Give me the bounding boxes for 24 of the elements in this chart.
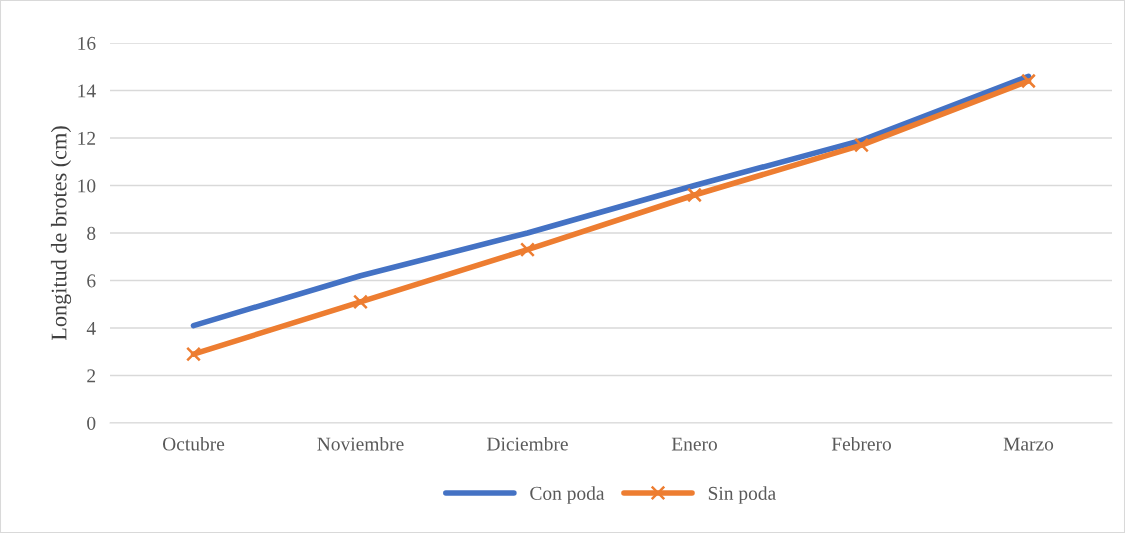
x-tick-label: Octubre <box>162 436 225 451</box>
y-tick-label: 6 <box>87 274 96 288</box>
y-tick-label: 12 <box>78 131 96 145</box>
y-axis-title: Longitud de brotes (cm) <box>50 126 72 341</box>
y-tick-label: 2 <box>87 369 96 383</box>
legend-label: Sin poda <box>708 486 776 504</box>
point <box>1021 73 1036 89</box>
x-tick-label: Diciembre <box>487 436 568 451</box>
x-tick-label: Febrero <box>831 436 891 451</box>
y-tick-label: 8 <box>87 226 96 240</box>
point <box>854 137 869 153</box>
point <box>186 346 201 362</box>
y-tick-label: 16 <box>78 36 96 50</box>
x-tick-label: Marzo <box>1003 437 1054 451</box>
y-tick-label: 10 <box>78 179 96 193</box>
y-tick-label: 0 <box>87 416 96 430</box>
legend-label: Con poda <box>530 486 605 504</box>
x-tick-label: Enero <box>671 437 717 451</box>
point <box>520 242 535 258</box>
x-tick-label: Noviembre <box>317 436 404 451</box>
point <box>687 187 702 203</box>
y-tick-label: 14 <box>78 84 96 98</box>
point <box>353 294 368 310</box>
y-tick-label: 4 <box>86 321 96 335</box>
